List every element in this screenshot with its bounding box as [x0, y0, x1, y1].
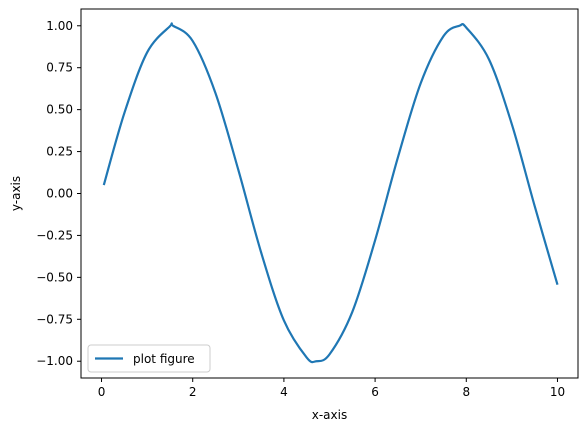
y-axis-ticks: −1.00 −0.75 −0.50 −0.25 0.00 0.25 0.50 0.75 1.00: [36, 19, 81, 368]
legend: plot figure: [87, 344, 211, 373]
y-tick-label: 0.75: [46, 61, 73, 75]
x-tick-label: 2: [189, 385, 197, 399]
y-tick-label: 1.00: [46, 19, 73, 33]
x-axis-label: x-axis: [312, 408, 347, 422]
axes-frame: [80, 8, 579, 379]
legend-label: plot figure: [133, 352, 195, 366]
y-tick-label: −0.75: [36, 312, 73, 326]
x-tick-label: 8: [462, 385, 470, 399]
series-line-plot-figure: [102, 22, 559, 364]
y-axis-label: y-axis: [9, 176, 23, 211]
y-tick-label: 0.00: [46, 187, 73, 201]
legend-box: [87, 344, 211, 373]
x-tick-label: 4: [280, 385, 288, 399]
y-tick-label: −0.50: [36, 270, 73, 284]
x-tick-label: 6: [371, 385, 379, 399]
x-axis-ticks: 0 2 4 6 8 10: [98, 378, 565, 399]
x-tick-label: 0: [98, 385, 106, 399]
y-tick-label: −0.25: [36, 228, 73, 242]
y-tick-label: −1.00: [36, 354, 73, 368]
y-tick-label: 0.50: [46, 103, 73, 117]
x-tick-label: 10: [550, 385, 565, 399]
y-tick-label: 0.25: [46, 145, 73, 159]
plot-area: [80, 8, 579, 379]
